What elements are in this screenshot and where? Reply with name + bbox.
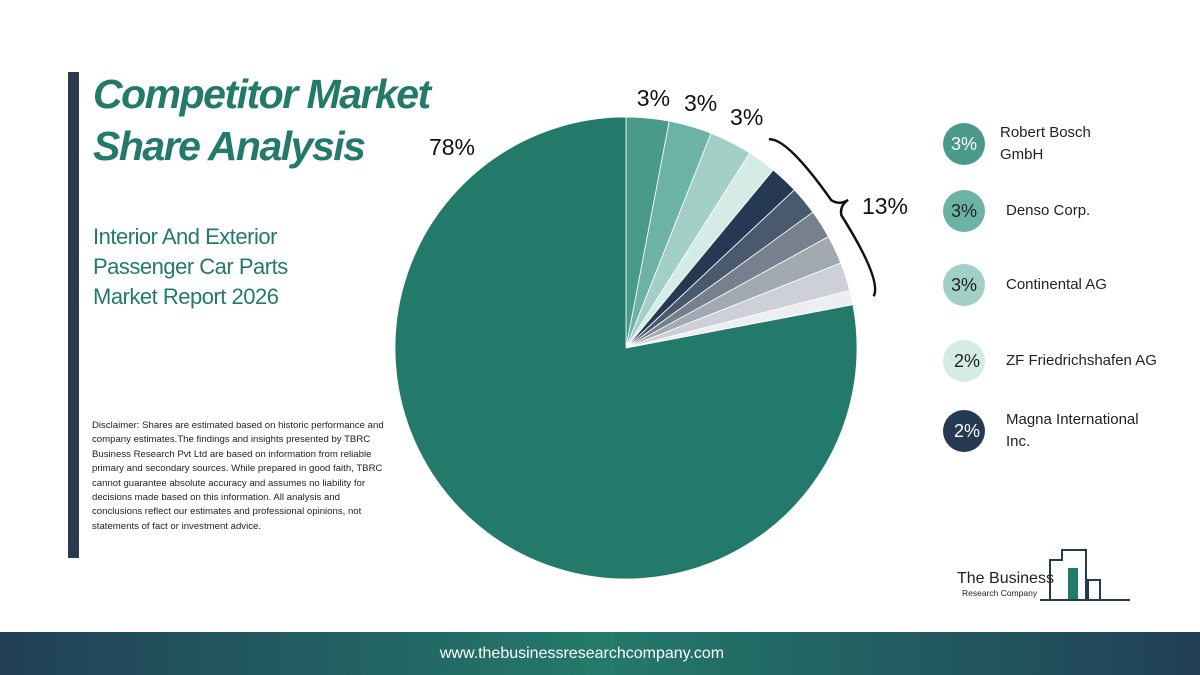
legend-label: Denso Corp. [1006,202,1091,219]
footer-url: www.thebusinessresearchcompany.com [439,644,725,662]
title: Competitor Market Share Analysis [93,71,431,169]
group-label: 13% [862,193,908,219]
legend-value: 3% [951,201,977,221]
group-bracket [768,137,877,297]
legend-value: 3% [951,275,977,295]
legend-swatch [943,123,985,165]
footer-band [0,632,1200,675]
logo-text: Research Company [962,588,1038,598]
legend-swatch [943,264,985,306]
slice-label: 3% [684,90,717,116]
legend-value: 3% [951,134,977,154]
legend-label: ZF Friedrichshafen AG [1006,352,1157,369]
legend-swatch [943,190,985,232]
slice-label: 78% [429,134,475,160]
disclaimer: Disclaimer: Shares are estimated based o… [92,420,384,532]
legend-value: 2% [954,351,980,371]
logo-text: The Business [957,570,1054,587]
pie-slice [394,116,858,580]
legend-value: 2% [954,421,980,441]
legend-label: Robert Bosch GmbH [1000,124,1091,163]
legend-swatch [943,340,985,382]
legend-label: Continental AG [1006,276,1107,293]
subtitle: Interior And Exterior Passenger Car Part… [93,224,288,309]
logo-mark [1040,549,1130,601]
slice-label: 3% [637,85,670,111]
legend-label: Magna International Inc. [1006,411,1139,450]
slice-label: 3% [730,104,763,130]
accent-bar [68,72,79,558]
legend-swatch [943,410,985,452]
